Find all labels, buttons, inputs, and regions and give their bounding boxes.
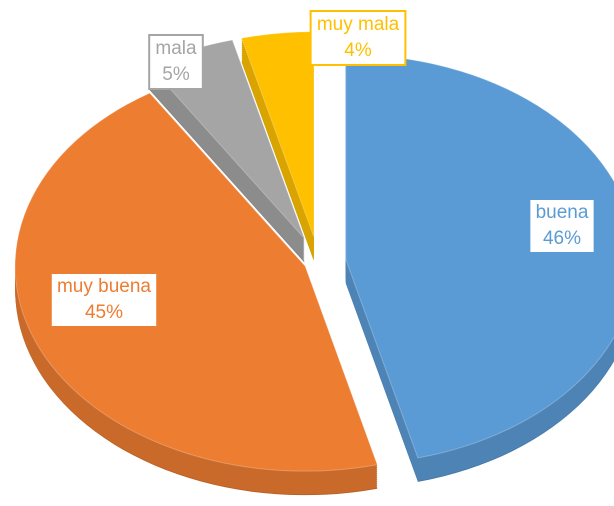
data-label: mala 5% [148,34,204,90]
slice [14,92,378,472]
data-label-box [528,198,596,254]
value-label: 45% [85,302,123,323]
category-label: mala [155,38,197,59]
data-label: buena 46% [528,198,596,254]
slice [345,53,614,459]
data-label-box [49,272,159,328]
slice-tops [14,31,614,472]
value-label: 5% [162,64,190,85]
category-label: muy mala [317,14,400,35]
category-label: muy buena [57,276,151,297]
slice-side [149,63,305,262]
value-label: 46% [543,228,581,249]
data-label: muy buena 45% [49,272,159,328]
value-label: 4% [344,40,372,61]
data-label-box [309,10,407,66]
data-label: muy mala 4% [309,10,407,66]
data-label-box [148,34,204,90]
category-label: buena [536,202,589,223]
